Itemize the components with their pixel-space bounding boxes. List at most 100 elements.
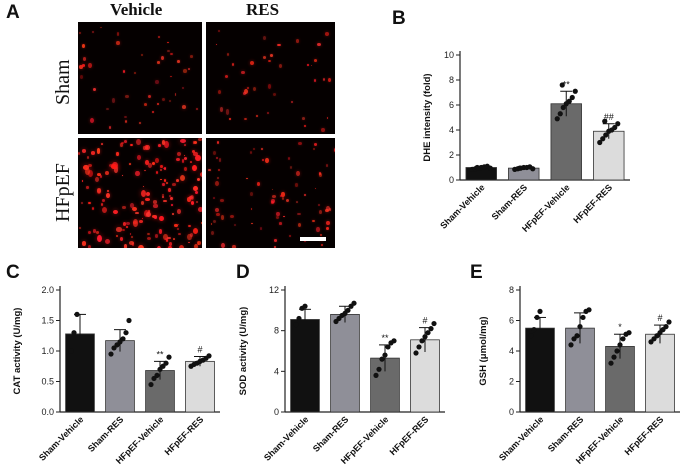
stained-nucleus: [157, 61, 160, 64]
stained-nucleus: [318, 209, 322, 214]
stained-nucleus: [211, 231, 215, 236]
stained-nucleus: [81, 241, 87, 246]
scale-bar: [300, 237, 326, 241]
stained-nucleus: [159, 216, 164, 222]
data-point: [602, 118, 608, 124]
stained-nucleus: [183, 166, 187, 172]
stained-nucleus: [326, 116, 329, 119]
stained-nucleus: [147, 95, 151, 99]
stained-nucleus: [168, 188, 171, 193]
stained-nucleus: [198, 138, 202, 142]
stained-nucleus: [164, 237, 168, 241]
stained-nucleus: [196, 107, 199, 111]
data-point: [666, 319, 672, 325]
stained-nucleus: [245, 177, 248, 180]
stained-nucleus: [183, 154, 186, 157]
stained-nucleus: [99, 175, 103, 179]
stained-nucleus: [313, 59, 317, 63]
data-point: [391, 338, 397, 344]
stained-nucleus: [138, 245, 144, 248]
data-point: [428, 326, 434, 332]
stained-nucleus: [81, 201, 84, 205]
data-point: [626, 330, 632, 336]
stained-nucleus: [83, 164, 89, 170]
stained-nucleus: [253, 147, 255, 150]
panel-label-b: B: [392, 8, 406, 29]
stained-nucleus: [153, 200, 158, 204]
stained-nucleus: [177, 152, 182, 157]
stained-nucleus: [95, 176, 99, 182]
data-point: [416, 344, 422, 350]
y-axis-label: CAT activity (U/mg): [12, 308, 23, 395]
stained-nucleus: [81, 149, 86, 153]
stained-nucleus: [257, 182, 261, 186]
stained-nucleus: [172, 183, 176, 186]
data-point: [530, 166, 536, 172]
data-point: [373, 372, 379, 378]
data-point: [376, 366, 382, 372]
stained-nucleus: [326, 226, 330, 231]
stained-nucleus: [178, 233, 182, 236]
stained-nucleus: [265, 158, 269, 163]
bar: [330, 313, 360, 413]
stained-nucleus: [193, 151, 199, 157]
stained-nucleus: [194, 190, 199, 195]
stained-nucleus: [216, 141, 219, 145]
panel-label-c: C: [6, 262, 20, 283]
stained-nucleus: [130, 143, 133, 147]
stained-nucleus: [279, 222, 283, 225]
data-point: [612, 124, 618, 131]
stained-nucleus: [174, 93, 177, 96]
stained-nucleus: [145, 211, 151, 217]
stained-nucleus: [249, 192, 253, 197]
stained-nucleus: [271, 199, 276, 203]
stained-nucleus: [120, 141, 124, 145]
significance-marker: **: [563, 79, 571, 89]
stained-nucleus: [158, 35, 160, 38]
stained-nucleus: [116, 234, 119, 237]
stained-nucleus: [174, 224, 178, 227]
stained-nucleus: [78, 152, 81, 155]
stained-nucleus: [286, 198, 290, 202]
stained-nucleus: [176, 179, 180, 183]
stained-nucleus: [106, 107, 109, 110]
stained-nucleus: [111, 97, 116, 104]
data-point: [600, 136, 606, 142]
stained-nucleus: [160, 168, 163, 171]
stained-nucleus: [261, 147, 264, 150]
significance-marker: #: [422, 316, 427, 326]
stained-nucleus: [163, 141, 169, 148]
bar: [290, 319, 320, 413]
stained-nucleus: [318, 204, 321, 207]
stained-nucleus: [96, 148, 101, 154]
stained-nucleus: [101, 206, 107, 213]
data-point: [351, 300, 357, 306]
stained-nucleus: [152, 111, 154, 114]
stained-nucleus: [188, 224, 191, 228]
stained-nucleus: [231, 62, 235, 67]
data-point: [296, 315, 302, 322]
stained-nucleus: [160, 178, 163, 181]
bar: [185, 360, 215, 413]
stained-nucleus: [162, 194, 165, 197]
data-point: [617, 342, 623, 348]
data-point: [120, 336, 126, 342]
data-point: [163, 360, 169, 366]
stained-nucleus: [96, 234, 102, 243]
data-point: [663, 324, 669, 330]
stained-nucleus: [304, 125, 306, 127]
stained-nucleus: [297, 212, 301, 216]
stained-nucleus: [106, 193, 111, 198]
stained-nucleus: [182, 105, 186, 109]
stained-nucleus: [139, 220, 143, 224]
stained-nucleus: [326, 206, 330, 212]
data-point: [385, 344, 391, 350]
data-point: [615, 121, 621, 127]
stained-nucleus: [145, 144, 150, 150]
stained-nucleus: [92, 87, 97, 92]
data-point: [293, 321, 299, 328]
data-point: [586, 307, 592, 313]
stained-nucleus: [262, 56, 266, 60]
stained-nucleus: [179, 244, 185, 248]
